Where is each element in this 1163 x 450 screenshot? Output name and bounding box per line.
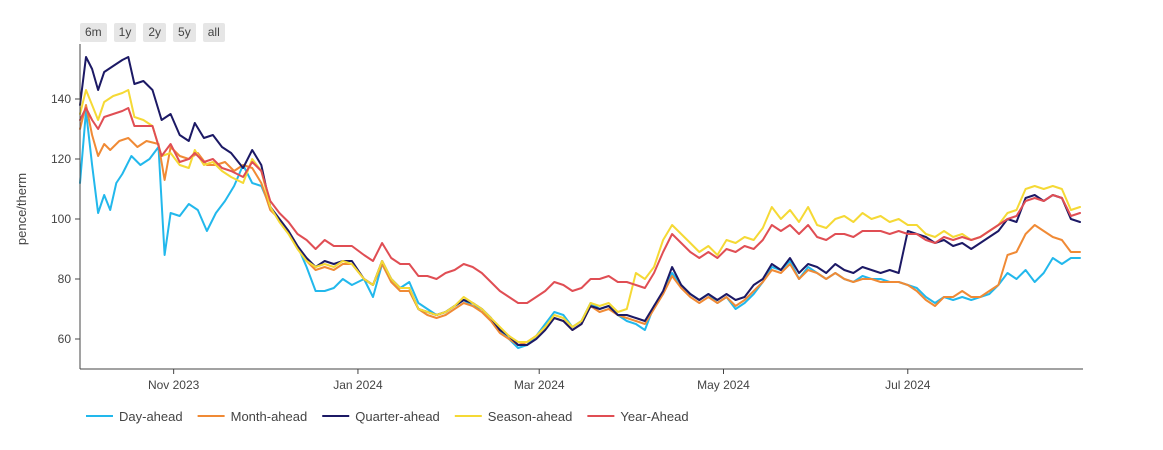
series-line-day-ahead [79,110,1081,349]
legend-item-day-ahead[interactable]: Day-ahead [86,409,183,424]
series-line-year-ahead [79,107,1081,304]
range-button-all[interactable]: all [202,23,225,42]
series-line-month-ahead [79,104,1081,346]
series-line-season-ahead [79,89,1081,343]
y-tick-label: 60 [58,332,72,346]
y-tick-label: 80 [58,272,72,286]
legend-label: Year-Ahead [620,409,688,424]
x-tick-label: Nov 2023 [148,378,200,392]
legend-label: Month-ahead [231,409,308,424]
legend-item-month-ahead[interactable]: Month-ahead [197,409,308,424]
range-button-6m[interactable]: 6m [80,23,107,42]
legend-label: Season-ahead [488,409,573,424]
x-tick-label: May 2024 [697,378,750,392]
legend-item-year-ahead[interactable]: Year-Ahead [587,409,689,424]
x-tick-label: Mar 2024 [514,378,565,392]
legend-item-season-ahead[interactable]: Season-ahead [454,409,573,424]
y-axis-label: pence/therm [14,173,29,245]
x-tick-label: Jan 2024 [333,378,383,392]
legend-label: Quarter-ahead [355,409,440,424]
y-tick-label: 100 [51,212,71,226]
range-selector: 6m 1y 2y 5y all [80,23,225,42]
range-button-2y[interactable]: 2y [143,23,167,42]
plot-lines [79,56,1081,349]
series-line-quarter-ahead [79,56,1081,346]
range-button-5y[interactable]: 5y [173,23,196,42]
y-tick-label: 120 [51,152,71,166]
x-tick-label: Jul 2024 [885,378,931,392]
legend-label: Day-ahead [119,409,183,424]
legend[interactable]: Day-ahead Month-ahead Quarter-ahead Season-… [86,409,689,424]
axes: 60 80 100 120 140 Nov 2023 Jan 2024 Mar 2024 May… [14,44,1083,392]
y-tick-label: 140 [51,92,71,106]
range-button-1y[interactable]: 1y [113,23,137,42]
legend-item-quarter-ahead[interactable]: Quarter-ahead [322,409,440,424]
